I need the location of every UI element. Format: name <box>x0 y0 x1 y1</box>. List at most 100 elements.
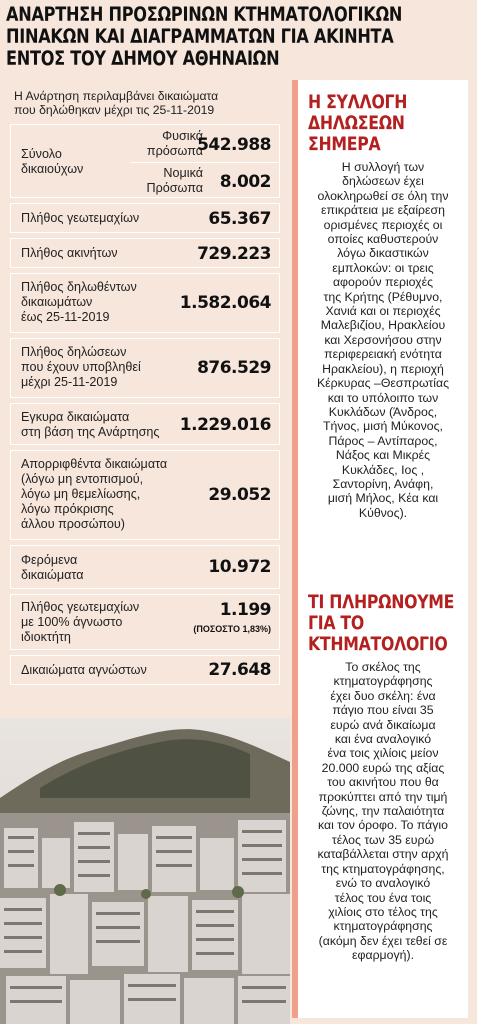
cityscape-image <box>0 718 290 1024</box>
stat-value: 876.529 <box>197 358 271 378</box>
stat-label-line: δικαιώματα <box>21 568 84 582</box>
row-divider <box>131 162 279 163</box>
natural-persons-value: 542.988 <box>197 135 271 155</box>
paragraph-line: ορισμένες περιοχές οι <box>323 217 443 232</box>
paragraph-line: τέλος των 35 ευρώ <box>331 832 435 847</box>
stat-label-line: δικαιούχων <box>21 162 84 176</box>
legal-persons-label: Νομικά Πρόσωπα <box>147 166 203 196</box>
stat-row-carried-rights: Φερόμενα δικαιώματα 10.972 <box>10 545 280 589</box>
stat-label-line: Πρόσωπα <box>146 181 203 195</box>
paragraph-line: Κυκλάδες, Ιος , <box>341 462 425 477</box>
headline: ΑΝΑΡΤΗΣΗ ΠΡΟΣΩΡΙΝΩΝ ΚΤΗΜΑΤΟΛΟΓΙΚΩΝ ΠΙΝΑΚ… <box>6 4 429 70</box>
paragraph-line: τέλος του ένα τοις <box>334 890 432 905</box>
stat-label-line: Εγκυρα δικαιώματα <box>21 410 130 424</box>
paragraph-line: αφορούν περιοχές <box>332 275 434 290</box>
paragraph-line: εμπλοκών: οι τρεις <box>332 260 434 275</box>
stat-label: Εγκυρα δικαιώματα στη βάση της Ανάρτησης <box>21 410 159 440</box>
athens-cityscape-photo <box>0 718 290 1024</box>
stat-value: 29.052 <box>208 485 271 505</box>
stat-percentage: (ΠΟΣΟΣΤΟ 1,83%) <box>193 624 271 634</box>
stat-row-total-beneficiaries: Σύνολο δικαιούχων Φυσικά πρόσωπα 542.988… <box>10 124 280 198</box>
stat-label-line: Απορριφθέντα δικαιώματα <box>21 457 168 471</box>
paragraph-line: και ένα αναλογικό <box>334 732 432 747</box>
paragraph-line: καταβάλλεται στην αρχή <box>317 847 449 862</box>
paragraph-line: Κυκλάδων (Άνδρος, <box>328 404 438 419</box>
stat-value: 729.223 <box>197 244 271 264</box>
stat-value: 1.229.016 <box>179 415 272 435</box>
stat-label-line: (λόγω μη εντοπισμού, <box>21 472 144 486</box>
paragraph-line: λόγω δικαστικών <box>337 246 429 261</box>
paragraph-line: (ακόμη δεν έχει τεθεί σε <box>318 933 448 948</box>
intro-line: που δηλώθηκαν μέχρι τις 25-11-2019 <box>14 103 215 117</box>
stat-label-line: πρόσωπα <box>146 144 203 158</box>
headline-line: ΕΝΤΟΣ ΤΟΥ ΔΗΜΟΥ ΑΘΗΝΑΙΩΝ <box>6 47 280 70</box>
paragraph-line: Χανιά και οι περιοχές <box>325 304 441 319</box>
paragraph-line: χιλίοις στο τέλος της <box>328 904 438 919</box>
legal-persons-value: 8.002 <box>219 172 272 192</box>
stat-value: 1.582.064 <box>179 293 272 313</box>
stat-label-line: Φυσικά <box>162 129 203 143</box>
paragraph-line: ευρώ ανά δικαίωμα <box>330 717 436 732</box>
stat-row-unknown-owner-plots: Πλήθος γεωτεμαχίων με 100% άγνωστο ιδιοκ… <box>10 594 280 650</box>
stat-label-line: μέχρι 25-11-2019 <box>21 375 118 389</box>
sidebar-column: Η ΣΥΛΛΟΓΗ ΔΗΛΩΣΕΩΝ ΣΗΜΕΡΑ Η συλλογή των δ… <box>292 80 468 1018</box>
heading-line: Η ΣΥΛΛΟΓΗ <box>308 91 408 113</box>
paragraph-line: Τήνος, μισή Μύκονος, <box>323 419 443 434</box>
stat-value: 10.972 <box>208 557 271 577</box>
paragraph-line: έχει δυο σκέλη: ένα <box>330 688 436 703</box>
paragraph-line: κτηματογράφησης <box>333 674 433 689</box>
paragraph-line: δηλώσεων έχει <box>342 174 424 189</box>
stat-label: Πλήθος δηλώσεων που έχουν υποβληθεί μέχρ… <box>21 345 141 390</box>
heading-line: ΓΙΑ ΤΟ <box>308 612 364 634</box>
paragraph-line: Κέρκυρας –Θεσπρωτίας <box>316 376 449 391</box>
stat-value: 1.199 <box>219 600 272 620</box>
stat-label-line: Φερόμενα <box>21 553 78 567</box>
stat-row-unknown-rights: Δικαιώματα αγνώστων 27.648 <box>10 655 280 685</box>
stat-label-line: έως 25-11-2019 <box>21 310 110 324</box>
stat-label-line: Πλήθος γεωτεμαχίων <box>21 600 140 614</box>
sidebar-heading-payment: ΤΙ ΠΛΗΡΩΝΟΥΜΕ ΓΙΑ ΤΟ ΚΤΗΜΑΤΟΛΟΓΙΟ <box>308 592 467 655</box>
stat-label-line: λόγω πρόκρισης <box>21 502 114 516</box>
heading-line: ΣΗΜΕΡΑ <box>308 133 381 155</box>
stat-label: Πλήθος ακινήτων <box>21 246 118 260</box>
stat-row-properties: Πλήθος ακινήτων 729.223 <box>10 238 280 268</box>
paragraph-line: ολοκληρωθεί σε όλη την <box>317 188 449 203</box>
stat-value: 65.367 <box>208 209 271 229</box>
paragraph-line: περιφερειακή ενότητα <box>324 347 442 362</box>
stat-row-valid-rights: Εγκυρα δικαιώματα στη βάση της Ανάρτησης… <box>10 403 280 445</box>
paragraph-line: της κτηματογράφησης, <box>321 861 445 876</box>
stat-label: Σύνολο δικαιούχων <box>21 147 83 177</box>
stat-label: Δικαιώματα αγνώστων <box>21 663 147 677</box>
paragraph-line: μισή Μήλος, Κέα και <box>327 491 439 506</box>
paragraph-line: οποίες καθυστερούν <box>327 232 439 247</box>
paragraph-line: και το υπόλοιπο των <box>327 390 439 405</box>
paragraph-line: Κύθνος). <box>358 505 408 520</box>
stat-label-line: Πλήθος δηλωθέντων <box>21 280 137 294</box>
stat-label-line: που έχουν υποβληθεί <box>21 360 141 374</box>
paragraph-line: ενώ το αναλογικό <box>335 876 431 891</box>
paragraph-line: εφαρμογή). <box>352 948 414 963</box>
headline-line: ΑΝΑΡΤΗΣΗ ΠΡΟΣΩΡΙΝΩΝ ΚΤΗΜΑΤΟΛΟΓΙΚΩΝ <box>6 3 403 26</box>
paragraph-line: και Χερσονήσου στην <box>324 332 442 347</box>
paragraph-line: Νάξος και Μικρές <box>335 448 431 463</box>
paragraph-line: πάγιο που είναι 35 <box>332 703 434 718</box>
headline-line: ΠΙΝΑΚΩΝ ΚΑΙ ΔΙΑΓΡΑΜΜΑΤΩΝ ΓΙΑ ΑΚΙΝΗΤΑ <box>6 25 394 48</box>
stat-label: Πλήθος γεωτεμαχίων με 100% άγνωστο ιδιοκ… <box>21 600 139 645</box>
stat-value: 27.648 <box>208 660 271 680</box>
sidebar-paragraph-payment: Το σκέλος της κτηματογράφησης έχει δυο σκέ… <box>298 660 468 963</box>
stat-row-rejected-rights: Απορριφθέντα δικαιώματα (λόγω μη εντοπισ… <box>10 450 280 540</box>
natural-persons-label: Φυσικά πρόσωπα <box>147 129 203 159</box>
stat-label-line: με 100% άγνωστο <box>21 615 123 629</box>
intro-line: Η Ανάρτηση περιλαμβάνει δικαιώματα <box>14 89 219 103</box>
stat-label-line: Νομικά <box>163 166 203 180</box>
heading-line: ΔΗΛΩΣΕΩΝ <box>308 112 405 134</box>
paragraph-line: 20.000 ευρώ της αξίας <box>321 760 445 775</box>
stat-label-line: λόγω μη θεμελίωσης, <box>21 487 141 501</box>
heading-line: ΚΤΗΜΑΤΟΛΟΓΙΟ <box>308 633 448 655</box>
paragraph-line: του ακινήτου που θα <box>327 775 439 790</box>
paragraph-line: Μαλεβιζίου, Ηρακλείου <box>320 318 446 333</box>
sidebar-heading-collection: Η ΣΥΛΛΟΓΗ ΔΗΛΩΣΕΩΝ ΣΗΜΕΡΑ <box>308 92 416 155</box>
paragraph-line: κτηματογράφησης <box>333 919 433 934</box>
stat-label-line: στη βάση της Ανάρτησης <box>21 425 160 439</box>
